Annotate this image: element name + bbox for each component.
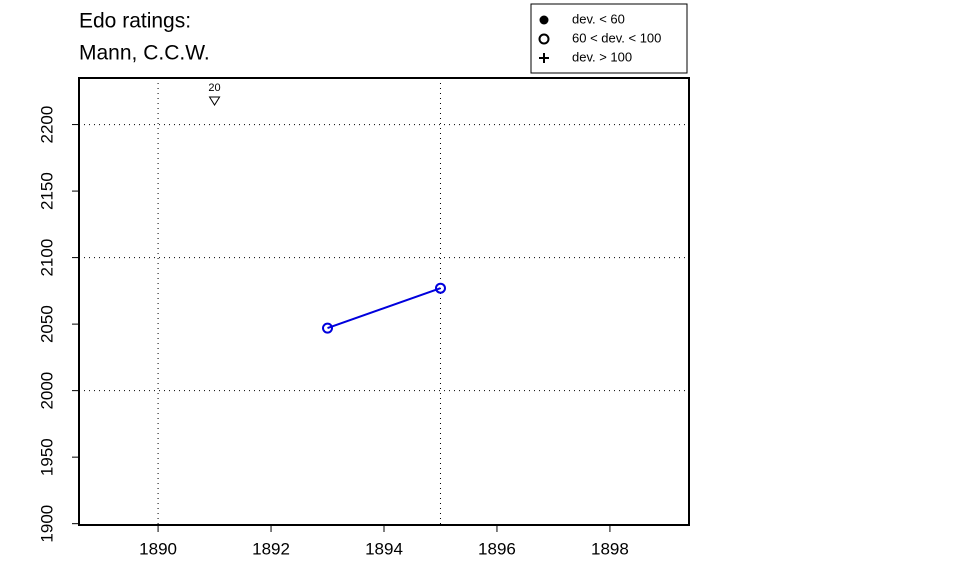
x-tick-label: 1896 (478, 539, 516, 558)
legend-label: dev. < 60 (572, 11, 625, 26)
legend-marker (539, 53, 549, 63)
chart-title: Mann, C.C.W. (79, 42, 210, 65)
legend-label: 60 < dev. < 100 (572, 30, 661, 45)
annotation: 20 (208, 82, 220, 94)
legend-marker (538, 33, 550, 45)
x-tick-label: 1898 (591, 539, 629, 558)
legend-box (530, 3, 688, 74)
y-tick-label: 2000 (37, 372, 56, 410)
point (434, 282, 446, 294)
chart-title: Edo ratings: (79, 10, 191, 33)
off-scale-marker (208, 96, 221, 106)
x-tick-label: 1892 (252, 539, 290, 558)
y-tick-label: 2150 (37, 172, 56, 210)
y-tick-label: 2200 (37, 106, 56, 144)
x-tick-label: 1894 (365, 539, 403, 558)
plot-frame (78, 77, 690, 526)
legend-marker (539, 15, 549, 25)
point (322, 322, 334, 334)
y-tick-label: 1950 (37, 438, 56, 476)
x-tick-label: 1890 (139, 539, 177, 558)
y-tick-label: 2100 (37, 239, 56, 277)
y-tick-label: 1900 (37, 505, 56, 543)
legend-label: dev. > 100 (572, 49, 632, 64)
y-tick-label: 2050 (37, 305, 56, 343)
series-line (327, 287, 441, 330)
